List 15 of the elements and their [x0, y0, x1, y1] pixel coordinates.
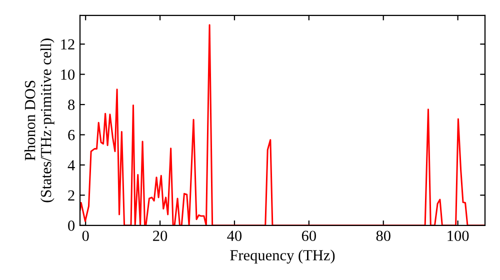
y-tick-label: 6	[68, 130, 75, 140]
y-tick-label: 8	[68, 100, 75, 110]
x-tick-label: 80	[376, 230, 390, 242]
y-tick-label: 10	[61, 69, 75, 80]
y-tick-label: 12	[61, 39, 74, 50]
x-tick-label: 20	[153, 230, 168, 242]
y-tick-label: 2	[68, 190, 74, 200]
y-axis-title: Phonon DOS (States/THz·primitive cell)	[24, 38, 54, 202]
x-axis-title: Frequency (THz)	[230, 250, 335, 264]
y-tick-label: 4	[68, 160, 75, 170]
x-tick-label: 40	[227, 230, 242, 242]
x-tick-label: 60	[302, 230, 316, 242]
x-tick-label: 0	[82, 230, 89, 242]
y-tick-label: 0	[68, 220, 75, 231]
x-tick-label: 100	[448, 230, 469, 242]
